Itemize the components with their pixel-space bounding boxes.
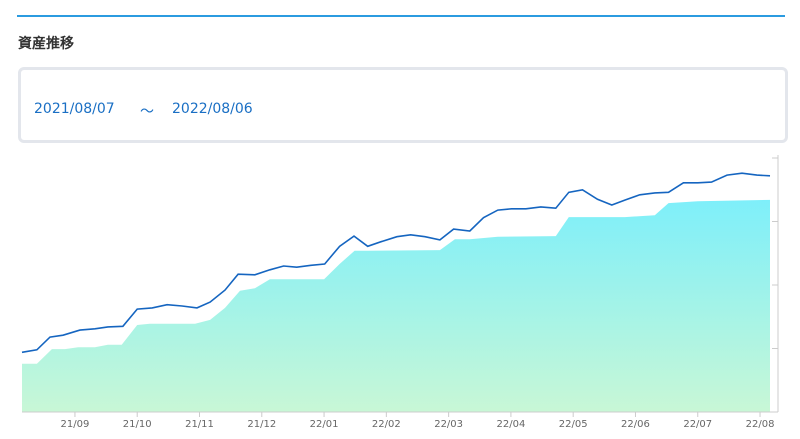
x-tick-label: 21/09 [61,419,90,430]
x-tick-label: 22/01 [310,419,339,430]
x-tick-label: 22/07 [683,419,712,430]
start-date[interactable]: 2021/08/07 [34,101,115,117]
end-date[interactable]: 2022/08/06 [172,101,253,117]
range-separator: ～ [140,104,154,120]
area [22,199,770,412]
x-tick-label: 21/11 [185,419,214,430]
x-tick-label: 22/08 [746,419,775,430]
x-tick-label: 21/10 [123,419,152,430]
section-title: 資産推移 [18,36,74,52]
line [21,172,771,354]
x-tick-label: 22/02 [372,419,401,430]
x-tick-label: 22/03 [434,419,463,430]
top-rule [17,15,785,17]
x-tick-label: 21/12 [247,419,276,430]
x-tick-label: 22/05 [559,419,588,430]
x-tick-label: 22/04 [496,419,525,430]
date-range-box[interactable]: 2021/08/07 ～ 2022/08/06 [18,67,788,143]
x-tick-label: 22/06 [621,419,650,430]
